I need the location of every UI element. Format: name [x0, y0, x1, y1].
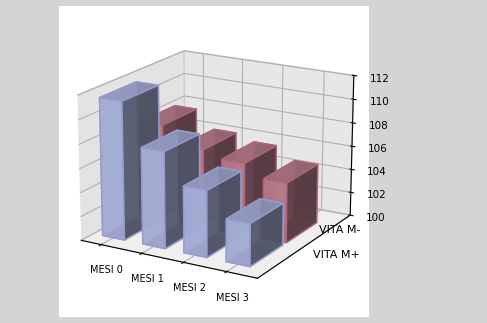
Text: VITA M-: VITA M- — [318, 225, 360, 235]
Text: VITA M+: VITA M+ — [313, 250, 360, 259]
